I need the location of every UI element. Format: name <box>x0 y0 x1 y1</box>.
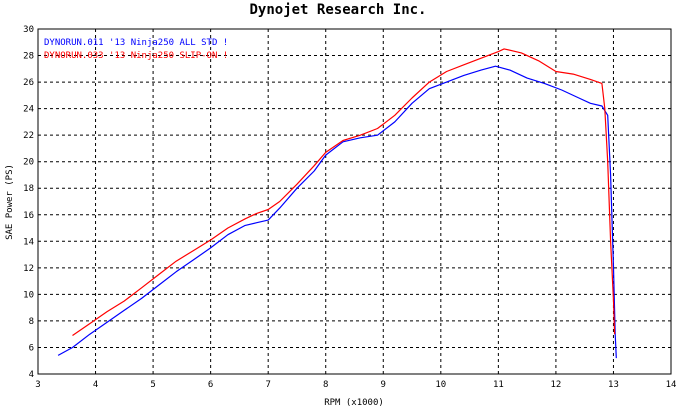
y-tick-label: 28 <box>23 52 34 62</box>
x-tick-label: 13 <box>608 380 619 390</box>
y-tick-label: 8 <box>29 317 34 327</box>
x-tick-label: 4 <box>93 380 98 390</box>
series-layer <box>58 49 616 358</box>
grid-layer <box>38 29 671 374</box>
y-axis-label: SAE Power (PS) <box>5 164 15 240</box>
tick-labels: 3 4 5 6 7 8 9 10 11 12 13 1446810121416182022242628… <box>23 25 676 390</box>
chart-title: Dynojet Research Inc. <box>249 2 426 18</box>
legend-entry-std: DYNORUN.011 '13 Ninja250 ALL STD ! <box>44 38 228 48</box>
x-axis-label: RPM (x1000) <box>324 398 384 408</box>
y-tick-label: 26 <box>23 78 34 88</box>
legend: DYNORUN.011 '13 Ninja250 ALL STD ! DYNOR… <box>44 38 228 61</box>
y-tick-label: 20 <box>23 158 34 168</box>
x-tick-label: 8 <box>323 380 328 390</box>
x-tick-label: 7 <box>265 380 270 390</box>
y-tick-label: 4 <box>29 370 34 380</box>
plot-frame <box>38 29 671 374</box>
y-tick-label: 12 <box>23 264 34 274</box>
x-tick-label: 9 <box>381 380 386 390</box>
legend-entry-slip-on: DYNORUN.033 '13 Ninja250 SLIP-ON ! <box>44 51 228 61</box>
y-tick-label: 10 <box>23 290 34 300</box>
y-tick-label: 14 <box>23 237 34 247</box>
y-tick-label: 22 <box>23 131 34 141</box>
y-tick-label: 30 <box>23 25 34 35</box>
x-tick-label: 10 <box>435 380 446 390</box>
x-tick-label: 11 <box>493 380 504 390</box>
series-line-slip-on <box>73 49 615 336</box>
series-line-std <box>58 66 616 358</box>
y-tick-label: 6 <box>29 343 34 353</box>
y-tick-label: 24 <box>23 105 34 115</box>
x-tick-label: 12 <box>550 380 561 390</box>
x-tick-label: 3 <box>35 380 40 390</box>
y-tick-label: 18 <box>23 184 34 194</box>
x-tick-label: 5 <box>150 380 155 390</box>
x-tick-label: 6 <box>208 380 213 390</box>
y-tick-label: 16 <box>23 211 34 221</box>
x-tick-label: 14 <box>666 380 677 390</box>
